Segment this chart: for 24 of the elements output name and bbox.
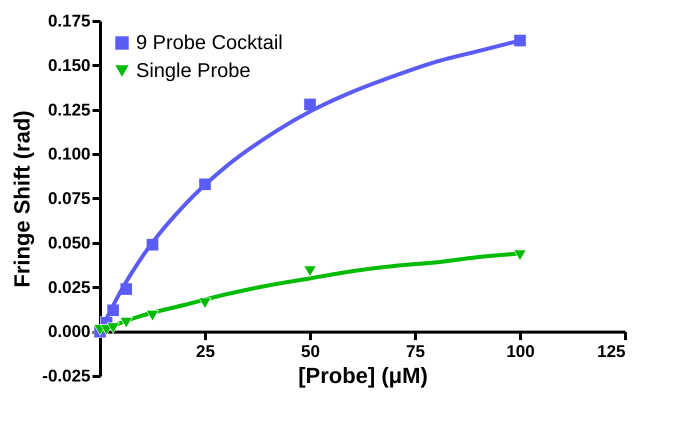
point xyxy=(304,266,316,277)
x-tick-label: 50 xyxy=(301,342,320,362)
x-tick-label: 125 xyxy=(597,342,626,362)
y-axis-title: Fringe Shift (rad) xyxy=(9,110,34,288)
y-tick-label: 0.100 xyxy=(48,144,90,164)
y-tick-label: 0.175 xyxy=(48,12,90,30)
y-tick-label: 0.000 xyxy=(48,322,90,342)
y-tick-label: -0.025 xyxy=(42,366,90,386)
y-tick-label: 0.025 xyxy=(48,278,90,297)
point xyxy=(106,322,120,334)
y-tick-label: 0.075 xyxy=(48,189,90,208)
point xyxy=(514,250,526,261)
y-tick-label: 0.050 xyxy=(48,233,90,252)
x-tick-label: 100 xyxy=(506,342,535,362)
x-tick-label: 25 xyxy=(196,342,215,362)
point xyxy=(198,298,212,309)
legend-label: 9 Probe Cocktail xyxy=(136,32,283,54)
y-tick-label: 0.150 xyxy=(48,56,90,75)
x-axis-title: [Probe] (μM) xyxy=(298,363,428,388)
point xyxy=(120,317,133,328)
point xyxy=(146,310,159,322)
x-tick-label: 75 xyxy=(406,342,425,362)
legend-label: Single Probe xyxy=(136,60,251,82)
y-tick-label: 0.125 xyxy=(48,100,90,120)
